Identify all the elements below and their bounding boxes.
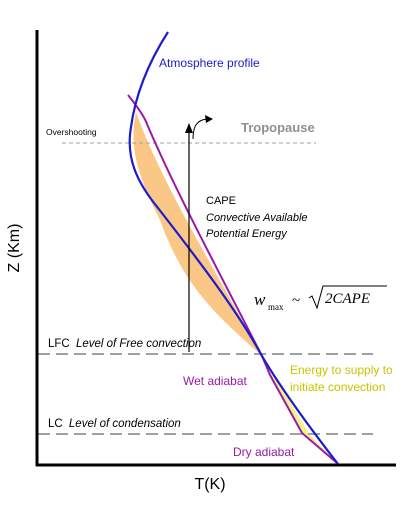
lc-abbr: LC bbox=[48, 418, 63, 430]
cape-description-line2: Potential Energy bbox=[206, 228, 288, 240]
overshoot-arrow-head bbox=[205, 115, 213, 123]
cape-arrow-head bbox=[185, 123, 193, 133]
formula-argument: 2CAPE bbox=[325, 291, 370, 307]
overshooting-label: Overshooting bbox=[46, 127, 97, 137]
lc-full: Level of condensation bbox=[69, 418, 181, 430]
tropopause-label: Tropopause bbox=[241, 120, 315, 135]
lc-label: LC Level of condensation bbox=[48, 418, 181, 430]
sqrt-sign bbox=[308, 285, 387, 310]
lfc-abbr: LFC bbox=[48, 338, 70, 350]
cape-title: CAPE bbox=[206, 195, 236, 207]
atmosphere-profile-label: Atmosphere profile bbox=[159, 56, 260, 70]
formula-w: w bbox=[254, 290, 266, 309]
overshoot-arrow bbox=[192, 118, 208, 140]
energy-label-line1: Energy to supply to bbox=[290, 363, 393, 377]
lfc-full: Level of Free convection bbox=[76, 338, 201, 350]
formula-tilde: ~ bbox=[292, 293, 300, 309]
cape-description-line1: Convective Available bbox=[206, 212, 308, 224]
lfc-label: LFC Level of Free convection bbox=[48, 338, 201, 350]
dry-adiabat-label: Dry adiabat bbox=[233, 445, 295, 459]
wet-adiabat-label: Wet adiabat bbox=[183, 374, 247, 388]
atmosphere-profile-curve bbox=[128, 31, 339, 465]
formula-subscript: max bbox=[268, 302, 284, 312]
parcel-curve bbox=[127, 94, 338, 464]
w-max-formula: w max ~ 2CAPE bbox=[254, 285, 387, 312]
y-axis-label: Z (Km) bbox=[6, 224, 23, 273]
x-axis-label: T(K) bbox=[194, 476, 225, 493]
energy-label-line2: initiate convection bbox=[290, 380, 385, 394]
